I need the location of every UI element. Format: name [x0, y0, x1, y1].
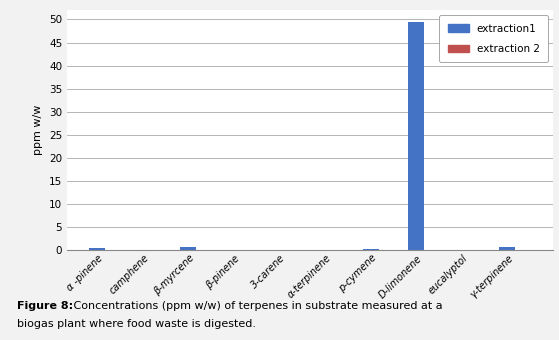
Text: Concentrations (ppm w/w) of terpenes in substrate measured at a: Concentrations (ppm w/w) of terpenes in … [70, 301, 443, 311]
Bar [363, 249, 378, 250]
Legend: extraction1, extraction 2: extraction1, extraction 2 [439, 15, 548, 63]
Bar [408, 22, 424, 250]
Text: Figure 8:: Figure 8: [17, 301, 73, 311]
Bar [89, 249, 105, 250]
Text: biogas plant where food waste is digested.: biogas plant where food waste is digeste… [17, 319, 256, 329]
Bar [499, 247, 515, 250]
Y-axis label: ppm w/w: ppm w/w [34, 105, 44, 155]
Bar [181, 247, 196, 250]
